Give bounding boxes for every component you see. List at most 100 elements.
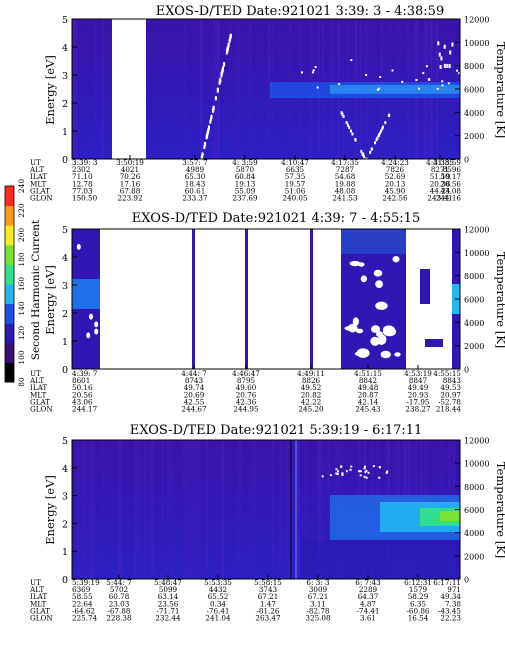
heatmap-hole [370, 336, 380, 346]
heatmap-cell [350, 59, 353, 62]
row-value: 5:58:15 [254, 578, 282, 587]
row-value: 3743 [259, 585, 278, 594]
panel-1-ylabel: Energy [eV] [43, 55, 57, 125]
row-value: 5:44: 7 [106, 578, 132, 587]
row-value: 71.10 [72, 172, 93, 181]
row-value: 20.13 [385, 179, 406, 188]
row-value: 67.88 [120, 186, 141, 195]
row-value: 42.55 [184, 397, 205, 406]
colorbar-swatch [5, 362, 14, 383]
panel-1: EXOS-D/TED Date:921021 3:39: 3 - 4:38:59… [29, 4, 505, 203]
heatmap-block [245, 229, 248, 369]
colorbar-tick-label: 220 [17, 203, 26, 218]
row-value: -82.78 [306, 606, 329, 615]
heatmap-cell [438, 52, 441, 57]
row-label: GLON [30, 614, 53, 623]
panel-2-y2label: Temperature [K] [494, 252, 505, 349]
y-tick-label: 2 [62, 519, 68, 530]
heatmap-cell [380, 129, 383, 133]
heatmap-streak [92, 440, 95, 579]
row-value: 4:31:35 [426, 158, 454, 167]
row-value: -81.26 [256, 606, 279, 615]
heatmap-cell [346, 123, 349, 127]
heatmap-streak [94, 19, 97, 159]
row-value: 244.95 [233, 405, 259, 414]
row-value: 5:39:19 [72, 578, 100, 587]
heatmap-cell [321, 475, 324, 478]
heatmap-block [425, 339, 443, 347]
row-value: 57.35 [285, 172, 306, 181]
heatmap-cell [448, 64, 451, 69]
y-tick-label: 3 [62, 71, 68, 82]
row-value: -43.45 [438, 606, 461, 615]
colorbar-tick-label: 120 [17, 326, 26, 341]
row-value: 20.56 [72, 390, 93, 399]
heatmap-block [192, 229, 195, 369]
row-value: -67.88 [107, 606, 130, 615]
row-value: 3:50:19 [116, 158, 144, 167]
heatmap-cell [458, 72, 461, 75]
y-tick-label: 5 [62, 15, 68, 26]
heatmap-cell [436, 87, 439, 90]
colorbar-swatch [5, 186, 14, 207]
colorbar-frame [4, 185, 15, 383]
heatmap-cell [216, 88, 219, 93]
panel-1-y2label: Temperature [K] [494, 42, 505, 139]
heatmap-streak [213, 19, 216, 159]
colorbar-swatch [5, 284, 14, 305]
heatmap-streak [220, 440, 223, 579]
row-value: 6: 7:43 [355, 578, 381, 587]
heatmap-cell [351, 132, 354, 136]
heatmap-cell [365, 158, 368, 162]
colorbar-tick-label: 100 [17, 350, 26, 365]
row-value: 49.53 [440, 383, 461, 392]
heatmap-streak [166, 440, 170, 579]
panel-1-y2-ticks: 0 2000 4000 6000 8000 10000 12000 [455, 16, 489, 165]
y2-tick-label: 2000 [464, 552, 484, 561]
row-value: 150.50 [72, 194, 98, 203]
heatmap-cell [384, 121, 387, 125]
heatmap-cell [359, 470, 362, 473]
heatmap-hole [375, 280, 383, 288]
heatmap-cell [428, 78, 431, 81]
heatmap-streak [119, 440, 121, 579]
colorbar-tick-label: 240 [17, 179, 26, 194]
heatmap-streak [139, 440, 142, 579]
row-value: 4021 [121, 165, 139, 174]
heatmap-cell [212, 107, 215, 112]
row-value: 8271 [431, 165, 449, 174]
heatmap-streak [271, 440, 274, 579]
heatmap-streak [161, 440, 164, 579]
heatmap-streak [238, 19, 240, 159]
row-value: 8842 [359, 376, 377, 385]
row-value: -64.62 [72, 606, 95, 615]
heatmap-cell [226, 49, 229, 54]
row-value: 60.78 [109, 592, 130, 601]
heatmap-cell [443, 44, 446, 49]
heatmap-cell [440, 56, 443, 61]
row-value: 20.87 [358, 390, 379, 399]
heatmap-streak [191, 440, 195, 579]
heatmap-streak [292, 440, 295, 579]
heatmap-streak [184, 440, 188, 579]
colorbar-swatch [5, 205, 14, 226]
row-value: 3:57: 7 [182, 158, 208, 167]
heatmap-hole [76, 243, 81, 250]
heatmap-hole [86, 332, 91, 339]
heatmap-cell [219, 77, 222, 82]
row-value: 12.78 [72, 179, 93, 188]
heatmap-cell [220, 72, 223, 77]
heatmap-streak [102, 440, 105, 579]
row-value: 3009 [309, 585, 328, 594]
y2-tick-label: 2000 [464, 132, 484, 141]
heatmap-streak [213, 19, 216, 159]
row-label: UT [30, 369, 41, 378]
y-tick-label: 1 [62, 337, 68, 348]
row-value: 20.93 [408, 390, 429, 399]
colorbar-swatch [5, 323, 14, 344]
row-label: ALT [29, 165, 44, 174]
heatmap-cell [363, 467, 366, 470]
heatmap-cell [329, 474, 332, 477]
y2-tick-label: 8000 [464, 483, 484, 492]
row-value: 5702 [110, 585, 128, 594]
